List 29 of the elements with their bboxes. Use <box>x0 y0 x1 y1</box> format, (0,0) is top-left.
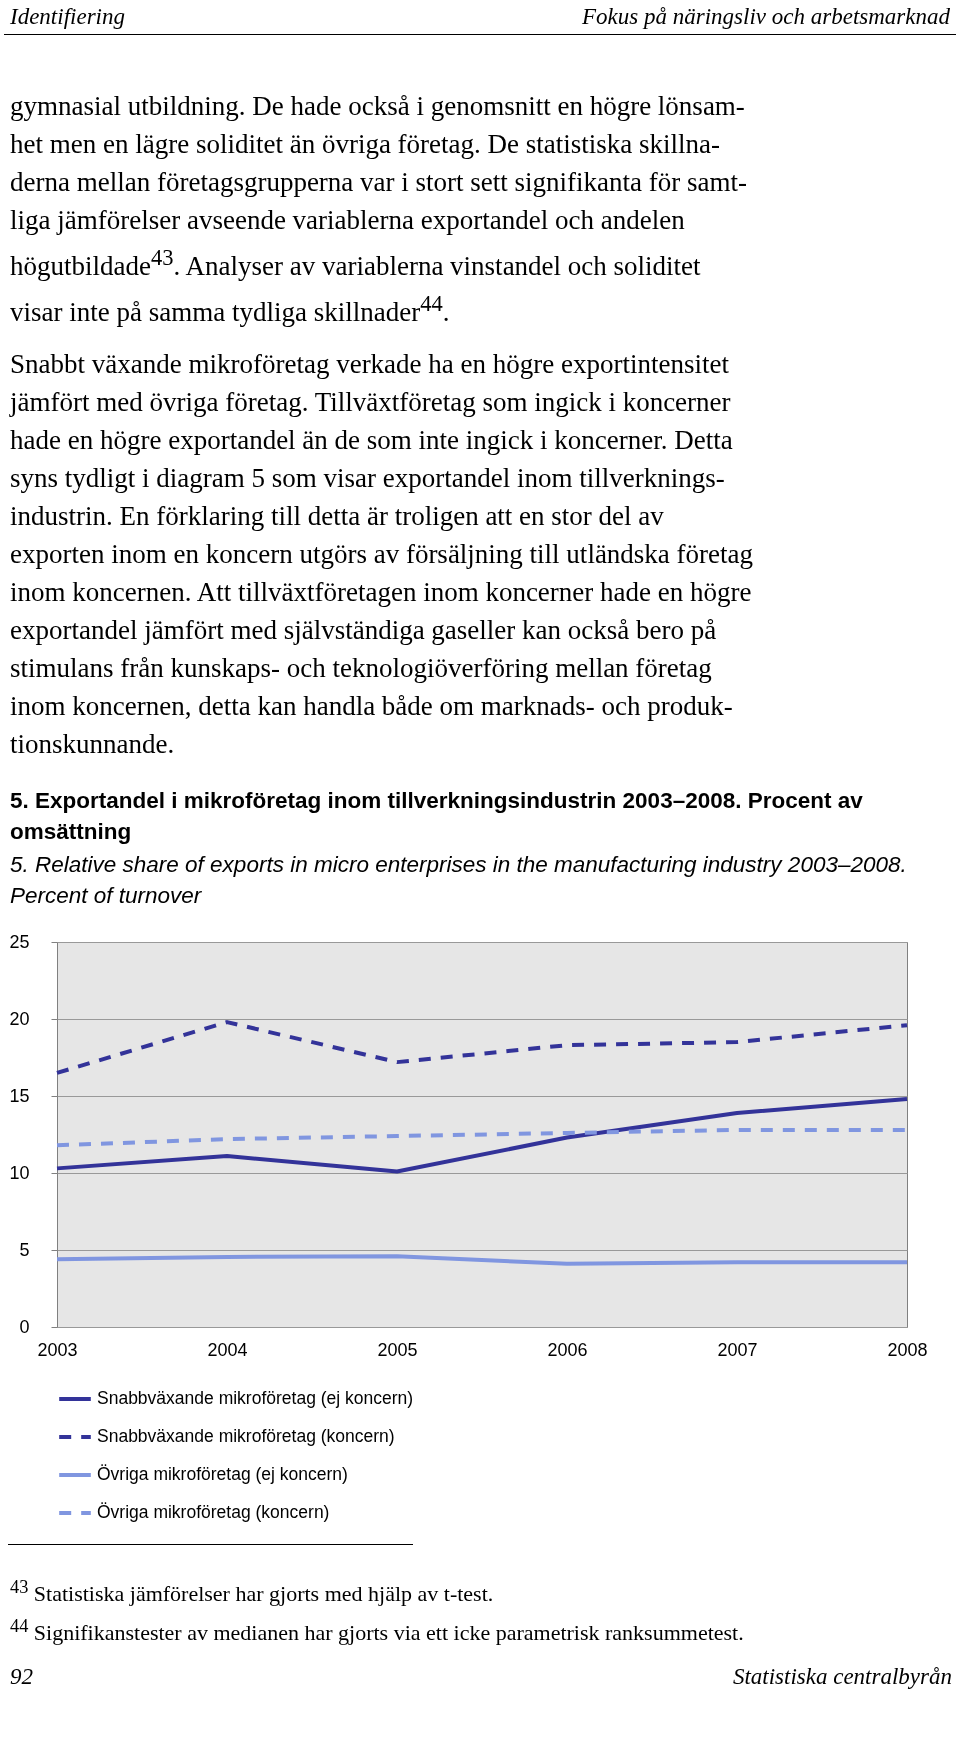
legend-label: Snabbväxande mikroföretag (ej koncern) <box>97 1388 414 1408</box>
text: Identifiering <box>10 4 125 30</box>
text: Fokus på näringsliv och arbetsmarknad <box>582 4 950 30</box>
y-tick-label: 0 <box>19 1316 30 1337</box>
chart-title: 5. Exportandel i mikroföretag inom tillverkningsindustrin 2003–2008. Procent av omsättning <box>10 787 864 846</box>
x-tick-label: 2006 <box>547 1339 588 1360</box>
text: $^{44}$ Signifikanstester av medianen har gjorts via ett icke parametrisk ranksummetest. <box>10 1615 745 1648</box>
line-series <box>55 1020 909 1075</box>
line-series <box>55 1097 909 1174</box>
legend-label: Snabbväxande mikroföretag (koncern) <box>97 1426 395 1446</box>
text: Snabbt växande mikroföretag verkade ha en högre exportintensitet jämfört med övriga företag. Tillväxtföretag som ingick i koncerner hade en högre exportandel än de som inte ingick i koncerner. Detta syns tydligt i diagram 5 som visar exportandel inom tillverknings- industrin. En förklaring till detta är troligen att en stor del av exporten inom en koncern utgörs av försäljning till utländska företag inom koncernen. Att tillväxtföretagen inom koncerner hade en högre exportandel jämfört med självständiga gaseller kan också bero på stimulans från kunskaps- och teknologiöverföring mellan företag inom koncernen, detta kan handla både om marknads- och produk- tionskunnande. <box>10 349 754 759</box>
y-tick-label: 25 <box>9 931 30 952</box>
text: Statistiska centralbyrån <box>732 1663 952 1690</box>
chart-subtitle: 5. Relative share of exports in micro enterprises in the manufacturing industry 2003–2008. Percent of turnover <box>10 851 908 910</box>
y-tick-label: 20 <box>9 1008 30 1029</box>
x-tick-label: 2004 <box>207 1339 248 1360</box>
y-tick-label: 10 <box>9 1162 30 1183</box>
text: $^{43}$ Statistiska jämförelser har gjorts med hjälp av t-test. <box>10 1576 495 1609</box>
text: 92 <box>10 1663 33 1690</box>
x-tick-label: 2008 <box>887 1339 928 1360</box>
legend-label: Övriga mikroföretag (koncern) <box>97 1502 330 1522</box>
x-tick-label: 2007 <box>717 1339 758 1360</box>
text: gymnasial utbildning. De hade också i genomsnitt en högre lönsam- het men en lägre soliditet än övriga företag. De statistiska skillna- derna mellan företagsgrupperna var i stort sett signifikanta för samt- liga jämförelser avseende variablerna exportandel och andelen högutbildade$^{43}$. Analyser av variablerna vinstandel och soliditet visar inte på samma tydliga skillnader$^{44}$. <box>10 91 748 327</box>
x-tick-label: 2005 <box>377 1339 418 1360</box>
line-series <box>55 1254 909 1266</box>
y-tick-label: 5 <box>19 1239 30 1260</box>
legend-label: Övriga mikroföretag (ej koncern) <box>97 1464 348 1484</box>
x-tick-label: 2003 <box>37 1339 78 1360</box>
y-tick-label: 15 <box>9 1085 30 1106</box>
